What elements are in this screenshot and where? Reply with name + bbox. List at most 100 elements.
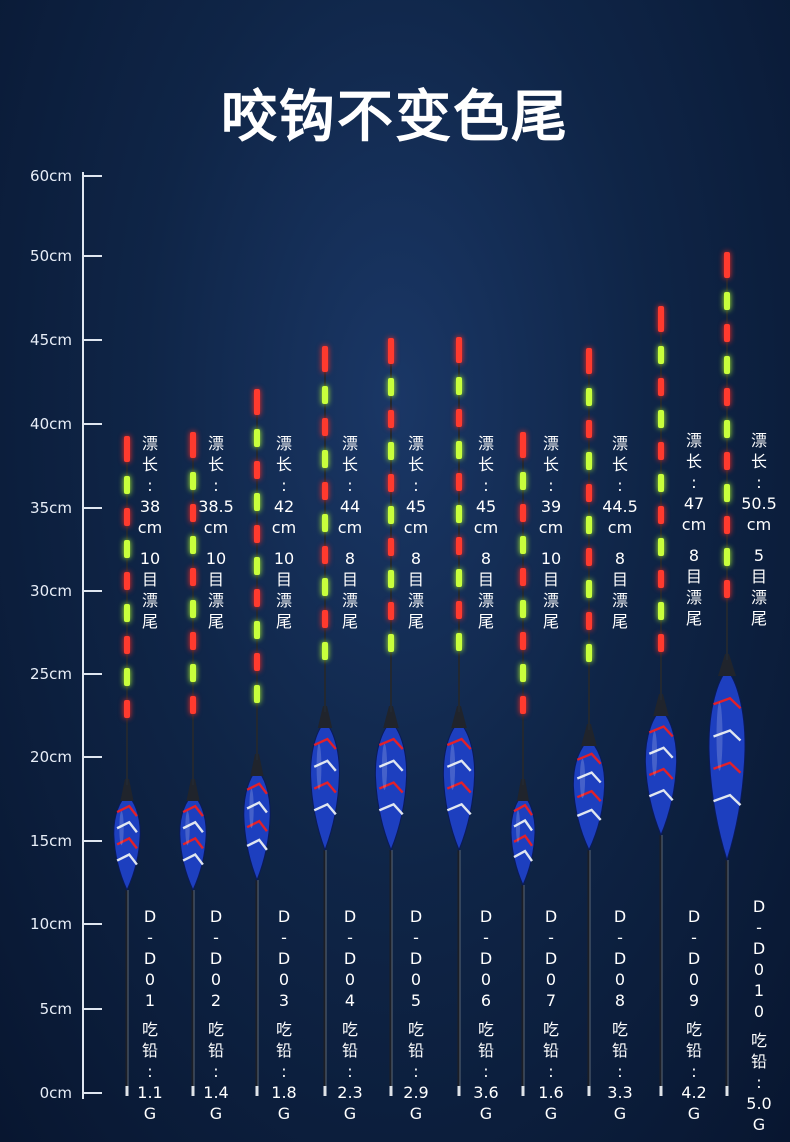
float-body-shine xyxy=(119,811,124,846)
float-body-pattern xyxy=(513,849,533,862)
float-stem-tip xyxy=(457,1086,461,1096)
float-stem-tip xyxy=(521,1086,525,1096)
float-body-pattern xyxy=(446,759,472,772)
antenna-segment-green xyxy=(388,378,394,396)
antenna-segment-red xyxy=(586,612,592,630)
label-piao: 漂 xyxy=(542,434,559,453)
label-piao: 漂 xyxy=(141,591,158,610)
label-wei: 尾 xyxy=(685,609,702,628)
label-chang: 长 xyxy=(477,455,494,474)
label-qian: 铅 xyxy=(275,1041,292,1060)
float-10-model: D - D 0 1 0 吃铅: 5.0 G xyxy=(732,896,786,1135)
antenna-segment-red xyxy=(190,696,196,714)
float-body xyxy=(374,721,408,852)
float-lead-unit: G xyxy=(409,1104,423,1123)
float-body-pattern xyxy=(576,752,602,765)
antenna-segment-green xyxy=(520,600,526,618)
float-mesh-value: 10 xyxy=(540,549,562,568)
ruler-tick-label: 35cm xyxy=(30,499,72,517)
float-body-pattern xyxy=(378,802,404,816)
ruler-tick-label: 60cm xyxy=(30,167,72,185)
antenna-segment-green xyxy=(190,536,196,554)
float-body-pattern xyxy=(648,788,674,802)
float-body-pattern xyxy=(513,803,533,816)
model-code-char: 2 xyxy=(210,991,222,1010)
antenna-segment-green xyxy=(254,429,260,447)
float-body-pattern xyxy=(313,737,337,750)
label-chang: 长 xyxy=(611,455,628,474)
antenna-segment-red xyxy=(322,346,328,372)
float-body-pattern xyxy=(648,746,674,759)
model-code-char: D xyxy=(343,949,357,968)
ruler-tick xyxy=(82,1092,102,1094)
float-lead-value: 1.8 xyxy=(271,1083,297,1102)
label-chi: 吃 xyxy=(407,1020,424,1039)
float-8-spec: 漂长:44.5 cm 8 目漂尾 xyxy=(593,433,647,632)
model-code-char: 0 xyxy=(753,1002,765,1021)
float-body xyxy=(243,769,271,882)
ruler-tick xyxy=(82,673,102,675)
ruler-tick xyxy=(82,590,102,592)
ruler-tick-label: 15cm xyxy=(30,832,72,850)
model-code-char: 0 xyxy=(480,970,492,989)
model-code-char: D xyxy=(752,939,766,958)
ruler-tick xyxy=(82,423,102,425)
model-code-char: 8 xyxy=(614,991,626,1010)
float-lead-value: 2.3 xyxy=(337,1083,363,1102)
model-code-char: D xyxy=(209,907,223,926)
float-neck xyxy=(653,694,669,716)
float-lead-value: 1.1 xyxy=(137,1083,163,1102)
model-code-char: - xyxy=(756,918,762,937)
label-piao: 漂 xyxy=(407,591,424,610)
float-stem-tip xyxy=(725,1086,729,1096)
model-code-char: 0 xyxy=(410,970,422,989)
model-code-char: 0 xyxy=(545,970,557,989)
float-body-pattern xyxy=(576,808,602,821)
model-code-char: D xyxy=(687,907,701,926)
ruler-tick xyxy=(82,255,102,257)
label-chi: 吃 xyxy=(611,1020,628,1039)
label-piao: 漂 xyxy=(341,434,358,453)
model-code-char: D xyxy=(143,907,157,926)
float-lead-value: 1.6 xyxy=(538,1083,564,1102)
antenna-segment-green xyxy=(388,570,394,588)
float-body xyxy=(510,794,536,887)
antenna-segment-red xyxy=(658,634,664,652)
label-piao: 漂 xyxy=(341,591,358,610)
antenna-segment-green xyxy=(658,538,664,556)
model-code-char: D xyxy=(613,907,627,926)
spacer xyxy=(459,1011,513,1019)
label-wei: 尾 xyxy=(542,612,559,631)
antenna-segment-red xyxy=(388,338,394,364)
page-title: 咬钩不变色尾 xyxy=(221,85,569,150)
model-code-char: D xyxy=(277,907,291,926)
float-lead-unit: G xyxy=(479,1104,493,1123)
antenna-segment-green xyxy=(322,578,328,596)
label-chang: 长 xyxy=(750,452,767,471)
antenna-segment-green xyxy=(322,386,328,404)
float-body-pattern xyxy=(648,767,674,780)
label-colon: : xyxy=(548,476,554,495)
antenna-segment-red xyxy=(254,389,260,415)
antenna-segment-red xyxy=(658,442,664,460)
antenna-segment-red xyxy=(124,436,130,462)
label-wei: 尾 xyxy=(141,612,158,631)
label-chi: 吃 xyxy=(685,1020,702,1039)
ruler-tick-label: 50cm xyxy=(30,247,72,265)
label-chi: 吃 xyxy=(141,1020,158,1039)
float-body-pattern xyxy=(713,761,742,774)
float-length-value: 44 xyxy=(339,497,361,516)
float-body-pattern xyxy=(713,729,742,742)
antenna-segment-red xyxy=(124,636,130,654)
label-colon: : xyxy=(213,476,219,495)
antenna-segment-green xyxy=(124,668,130,686)
antenna-segment-green xyxy=(456,377,462,395)
float-lead-unit: G xyxy=(687,1104,701,1123)
model-code-char: 0 xyxy=(614,970,626,989)
model-code-char: - xyxy=(147,928,153,947)
ruler-tick xyxy=(82,339,102,341)
float-body xyxy=(644,709,678,837)
